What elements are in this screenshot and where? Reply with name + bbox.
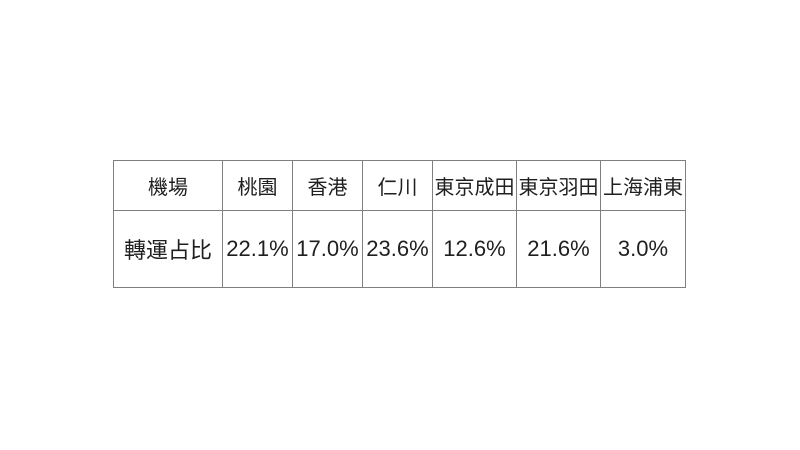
data-cell-tokyo-haneda-value: 21.6%: [516, 210, 601, 288]
table-header-row: 機場 桃園 香港 仁川 東京成田 東京羽田 上海浦東: [113, 160, 686, 211]
data-cell-incheon-value: 23.6%: [362, 210, 433, 288]
data-cell-tokyo-narita-value: 12.6%: [432, 210, 517, 288]
header-cell-tokyo-haneda: 東京羽田: [516, 160, 601, 211]
header-cell-tokyo-narita: 東京成田: [432, 160, 517, 211]
table-data-row: 轉運占比 22.1% 17.0% 23.6% 12.6% 21.6% 3.0%: [113, 210, 686, 288]
header-cell-taoyuan: 桃園: [222, 160, 293, 211]
airport-transfer-table: 機場 桃園 香港 仁川 東京成田 東京羽田 上海浦東 轉運占比 22.1% 17…: [113, 160, 686, 288]
header-cell-incheon: 仁川: [362, 160, 433, 211]
header-cell-shanghai-pudong: 上海浦東: [600, 160, 686, 211]
data-cell-transfer-ratio-label: 轉運占比: [113, 210, 223, 288]
header-cell-airport-label: 機場: [113, 160, 223, 211]
data-cell-taoyuan-value: 22.1%: [222, 210, 293, 288]
data-cell-shanghai-pudong-value: 3.0%: [600, 210, 686, 288]
header-cell-hongkong: 香港: [292, 160, 363, 211]
data-cell-hongkong-value: 17.0%: [292, 210, 363, 288]
